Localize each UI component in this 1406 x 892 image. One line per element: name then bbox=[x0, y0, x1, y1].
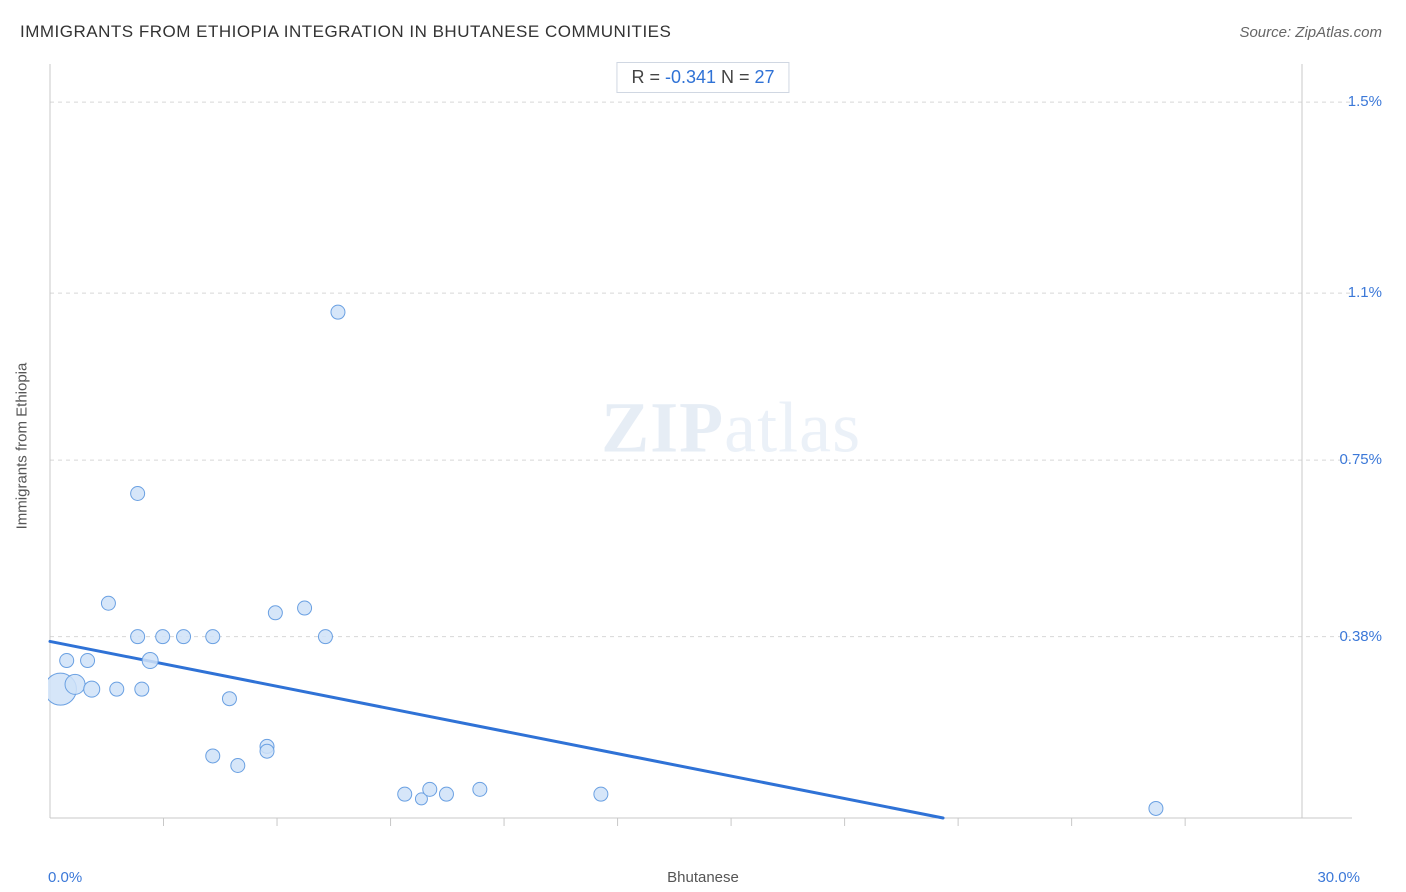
stat-n-value: 27 bbox=[755, 67, 775, 87]
y-tick-label: 1.5% bbox=[1348, 93, 1382, 110]
source-attribution: Source: ZipAtlas.com bbox=[1239, 24, 1382, 41]
scatter-plot bbox=[48, 60, 1352, 844]
y-tick-label: 0.38% bbox=[1339, 628, 1382, 645]
y-tick-label: 1.1% bbox=[1348, 284, 1382, 301]
x-axis-label: Bhutanese bbox=[667, 869, 739, 886]
x-axis-max: 30.0% bbox=[1317, 869, 1360, 886]
y-axis-label: Immigrants from Ethiopia bbox=[14, 363, 31, 530]
chart-title: IMMIGRANTS FROM ETHIOPIA INTEGRATION IN … bbox=[20, 22, 671, 42]
stat-r-value: -0.341 bbox=[665, 67, 716, 87]
y-tick-label: 0.75% bbox=[1339, 451, 1382, 468]
x-axis-min: 0.0% bbox=[48, 869, 82, 886]
stat-n-label: N = bbox=[716, 67, 755, 87]
stat-r-label: R = bbox=[631, 67, 665, 87]
stats-box: R = -0.341 N = 27 bbox=[616, 62, 789, 93]
